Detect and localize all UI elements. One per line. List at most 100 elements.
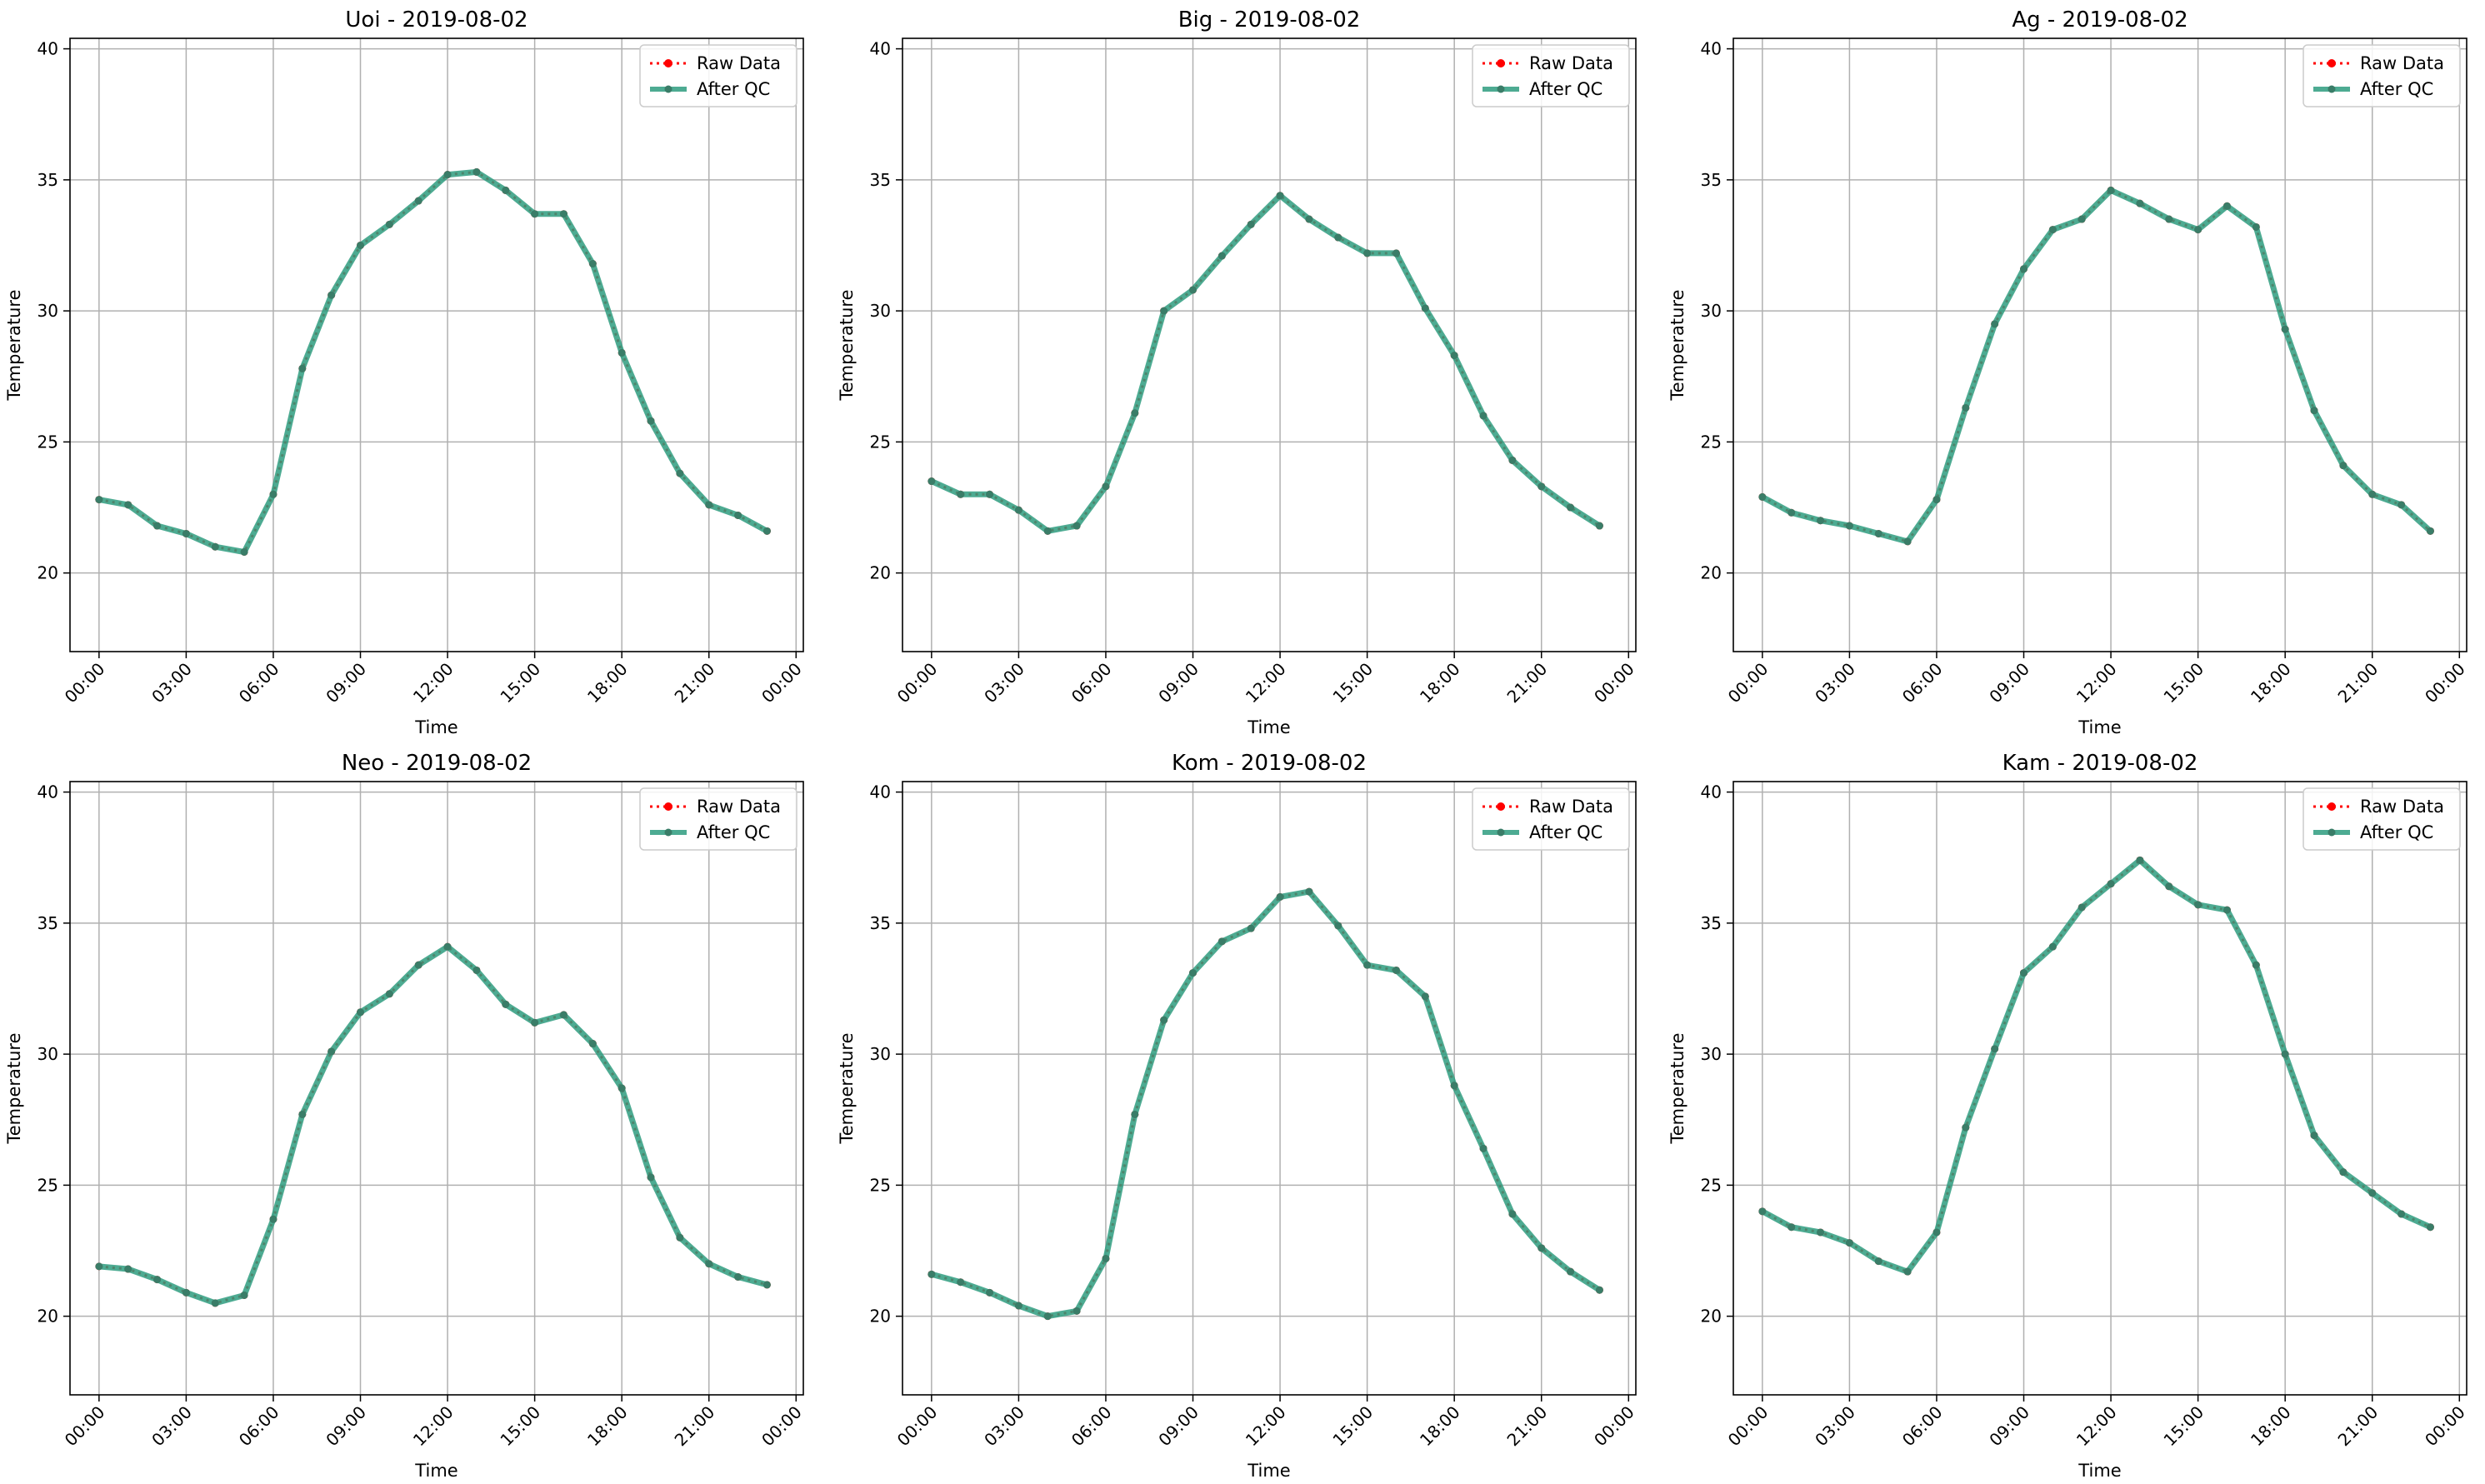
x-tick-label: 21:00: [2334, 659, 2382, 707]
x-tick-label: 00:00: [1590, 659, 1638, 707]
x-tick-label: 00:00: [758, 659, 806, 707]
data-point-after-qc: [1903, 1267, 1912, 1276]
y-tick-label: 40: [870, 782, 891, 802]
y-tick-label: 30: [1701, 1044, 1722, 1064]
data-point-after-qc: [2165, 882, 2173, 891]
data-point-after-qc: [1072, 1307, 1081, 1315]
series-line-raw-data: [98, 170, 768, 553]
data-point-after-qc: [559, 1011, 568, 1019]
x-axis-label: Time: [2078, 717, 2121, 737]
data-point-after-qc: [1189, 286, 1198, 294]
data-point-after-qc: [1508, 1210, 1517, 1218]
series-line-raw-data: [931, 194, 1601, 532]
data-point-after-qc: [2078, 903, 2086, 912]
data-point-after-qc: [1903, 537, 1912, 546]
data-point-after-qc: [357, 241, 365, 249]
data-point-after-qc: [1845, 1239, 1853, 1247]
legend-label: Raw Data: [2360, 797, 2444, 817]
y-axis-label: Temperature: [837, 289, 857, 401]
y-tick-label: 30: [38, 1044, 58, 1064]
data-point-after-qc: [357, 1008, 365, 1017]
data-point-after-qc: [1595, 1286, 1603, 1294]
axes-frame: [69, 37, 804, 652]
x-tick-label: 09:00: [1985, 1402, 2033, 1451]
x-tick-label: 06:00: [1898, 1402, 1947, 1451]
data-point-after-qc: [1758, 1207, 1767, 1216]
data-point-after-qc: [1991, 1045, 1999, 1053]
legend-marker-after-qc: [2328, 828, 2336, 837]
data-point-after-qc: [269, 1215, 278, 1223]
x-axis-label: Time: [1247, 1461, 1290, 1481]
legend-label: After QC: [2360, 822, 2433, 842]
data-point-after-qc: [1160, 1016, 1168, 1024]
x-axis-label: Time: [2078, 1461, 2121, 1481]
y-tick-label: 20: [1701, 1307, 1722, 1327]
data-point-after-qc: [1305, 887, 1313, 896]
y-tick-label: 30: [1701, 301, 1722, 321]
data-point-after-qc: [124, 501, 132, 509]
data-point-after-qc: [734, 1272, 742, 1281]
data-point-after-qc: [2136, 856, 2144, 864]
x-tick-label: 15:00: [1328, 659, 1377, 707]
data-point-after-qc: [385, 220, 393, 228]
data-point-after-qc: [676, 469, 684, 477]
x-tick-label: 00:00: [2421, 1402, 2469, 1451]
y-tick-label: 20: [38, 1307, 58, 1327]
data-point-after-qc: [2252, 961, 2260, 969]
data-point-after-qc: [2222, 906, 2231, 914]
legend-label: After QC: [1529, 79, 1602, 99]
data-point-after-qc: [2281, 1050, 2289, 1058]
x-tick-label: 00:00: [758, 1402, 806, 1451]
data-point-after-qc: [240, 547, 248, 556]
axes-frame: [69, 781, 804, 1396]
data-point-after-qc: [705, 501, 713, 509]
y-tick-label: 25: [38, 1175, 58, 1195]
y-tick-label: 40: [1701, 39, 1722, 59]
legend: Raw Data After QC: [639, 44, 798, 107]
series-line-after-qc: [930, 192, 1602, 534]
data-point-after-qc: [182, 1288, 190, 1297]
data-point-after-qc: [928, 1270, 936, 1278]
axes-frame: [1732, 781, 2468, 1396]
chart-panel-3: Ag - 2019-08-02 20 25 30 35 40 00:00 03:00 06:00…: [1668, 7, 2469, 737]
data-point-after-qc: [2194, 901, 2202, 909]
x-tick-label: 03:00: [980, 1402, 1028, 1451]
data-point-after-qc: [1131, 1110, 1139, 1118]
y-tick-label: 25: [1701, 1175, 1722, 1195]
data-point-after-qc: [2020, 969, 2028, 977]
y-tick-label: 20: [1701, 563, 1722, 583]
x-tick-label: 06:00: [235, 659, 283, 707]
x-tick-label: 21:00: [671, 659, 719, 707]
data-point-after-qc: [328, 291, 336, 299]
legend-marker-after-qc: [1497, 85, 1505, 93]
data-point-after-qc: [1334, 922, 1342, 930]
y-tick-label: 30: [870, 1044, 891, 1064]
x-tick-label: 12:00: [409, 1402, 458, 1451]
x-tick-label: 06:00: [235, 1402, 283, 1451]
y-tick-label: 35: [870, 913, 891, 933]
legend-marker-after-qc: [664, 85, 672, 93]
data-point-after-qc: [1014, 1302, 1022, 1310]
y-tick-label: 25: [870, 1175, 891, 1195]
data-point-after-qc: [734, 511, 742, 519]
y-tick-label: 35: [1701, 170, 1722, 190]
series-line-after-qc: [1761, 187, 2432, 545]
x-tick-label: 15:00: [2159, 659, 2208, 707]
x-axis-label: Time: [414, 717, 458, 737]
data-point-after-qc: [1508, 456, 1517, 464]
data-point-after-qc: [1758, 492, 1767, 501]
x-tick-label: 18:00: [583, 1402, 632, 1451]
x-tick-label: 15:00: [2159, 1402, 2208, 1451]
data-point-after-qc: [1479, 412, 1488, 420]
data-point-after-qc: [2368, 1189, 2377, 1197]
data-point-after-qc: [1845, 522, 1853, 530]
axes-frame: [902, 37, 1637, 652]
data-point-after-qc: [269, 490, 278, 498]
data-point-after-qc: [211, 1299, 219, 1307]
data-point-after-qc: [1218, 937, 1226, 946]
data-point-after-qc: [1043, 1312, 1052, 1321]
data-point-after-qc: [1363, 961, 1372, 969]
data-point-after-qc: [1962, 1123, 1970, 1132]
data-point-after-qc: [1014, 506, 1022, 514]
legend-label: Raw Data: [2360, 53, 2444, 73]
